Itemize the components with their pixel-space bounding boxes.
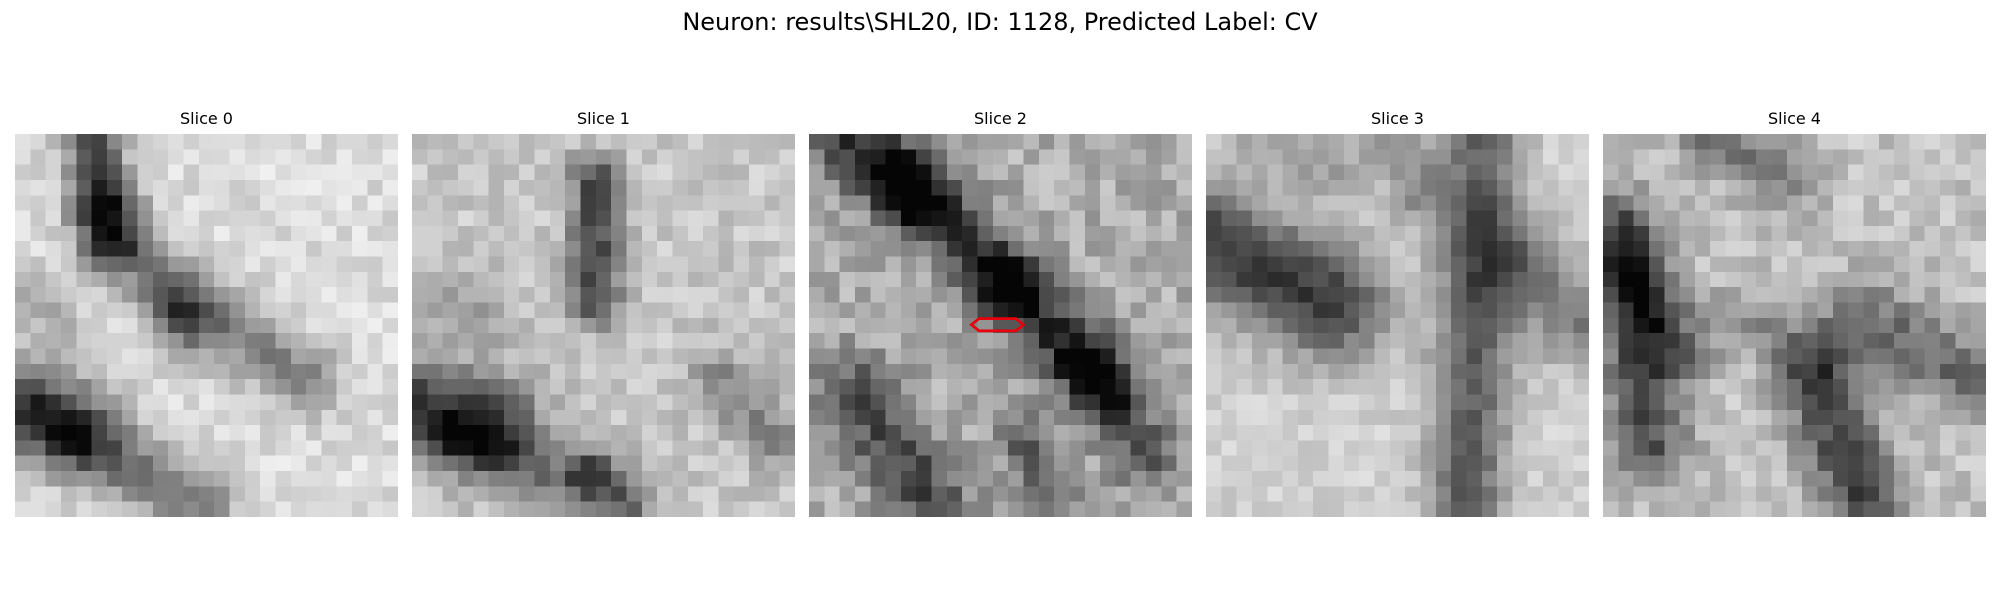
figure-title: Neuron: results\SHL20, ID: 1128, Predict… <box>682 8 1318 36</box>
slice-3-image <box>1206 134 1589 517</box>
slice-1-image <box>412 134 795 517</box>
slice-1-pixels <box>412 134 795 517</box>
slice-2-image <box>809 134 1192 517</box>
slice-4-title: Slice 4 <box>1768 109 1821 128</box>
slice-2-pixels <box>809 134 1192 517</box>
slice-0-pixels <box>15 134 398 517</box>
slice-2-title: Slice 2 <box>974 109 1027 128</box>
roi-marker <box>969 317 1026 333</box>
slice-3-pixels <box>1206 134 1589 517</box>
slice-4-image <box>1603 134 1986 517</box>
slice-0-title: Slice 0 <box>180 109 233 128</box>
slice-1-title: Slice 1 <box>577 109 630 128</box>
slice-4-pixels <box>1603 134 1986 517</box>
slice-3-title: Slice 3 <box>1371 109 1424 128</box>
slice-0-image <box>15 134 398 517</box>
